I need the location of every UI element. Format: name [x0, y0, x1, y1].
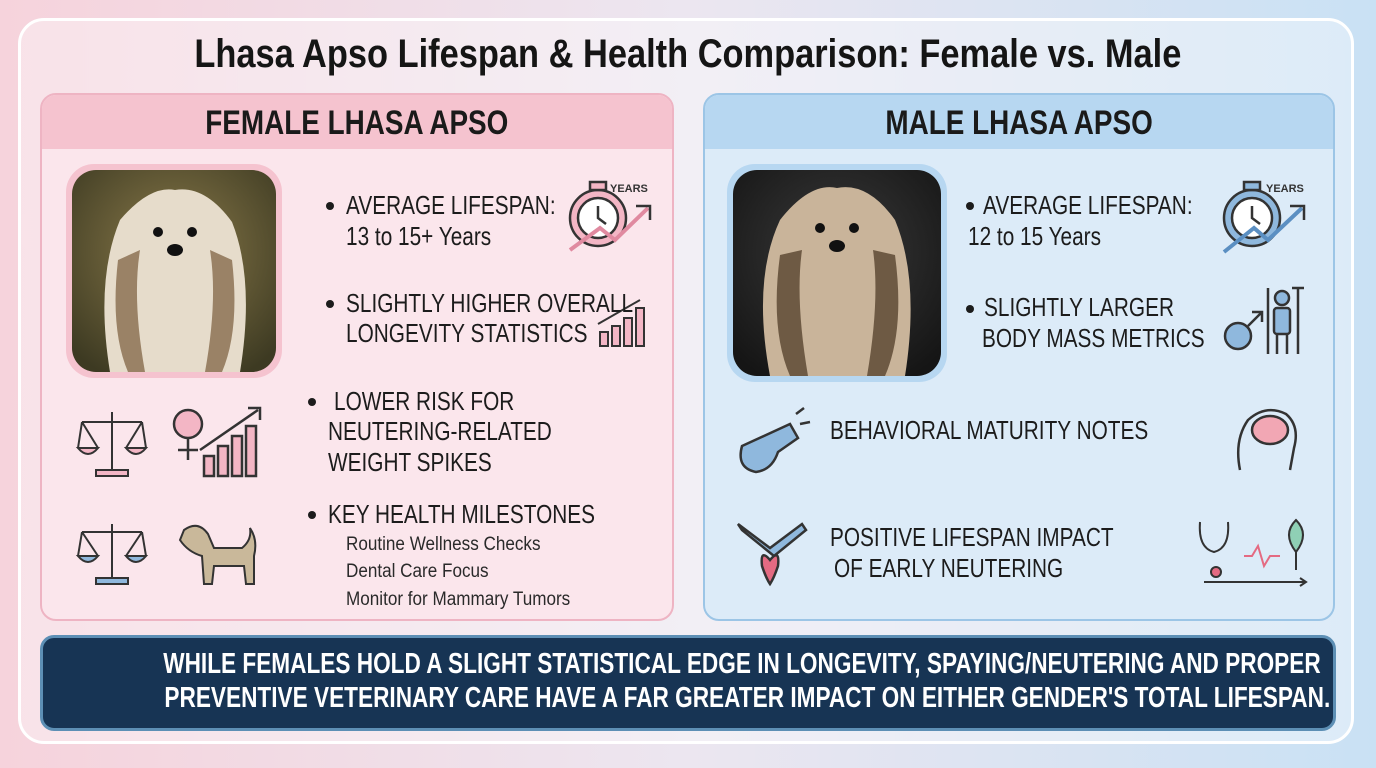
- icon-label: YEARS: [1266, 183, 1304, 195]
- text: POSITIVE LIFESPAN IMPACT: [830, 522, 1114, 552]
- male-heading: MALE LHASA APSO: [705, 95, 1333, 149]
- summary-text: PREVENTIVE VETERINARY CARE HAVE A FAR GR…: [164, 682, 1331, 714]
- brain-icon: [1237, 408, 1297, 471]
- list-item: Monitor for Mammary Tumors: [346, 589, 571, 610]
- title-text: Lhasa Apso Lifespan & Health Comparison:…: [194, 32, 1182, 76]
- female-panel: FEMALE LHASA APSO: [40, 93, 674, 621]
- text: SLIGHTLY LARGER: [984, 292, 1174, 322]
- bullet: [308, 511, 316, 519]
- neuter-icon: [736, 522, 808, 587]
- text: KEY HEALTH MILESTONES: [328, 499, 596, 529]
- male-photo: [727, 164, 947, 382]
- heading-text: FEMALE LHASA APSO: [205, 104, 509, 142]
- icon-label: YEARS: [610, 183, 648, 195]
- text: AVERAGE LIFESPAN:: [346, 190, 556, 220]
- text: BODY MASS METRICS: [982, 323, 1205, 353]
- text: NEUTERING-RELATED: [328, 416, 552, 446]
- bullet: [966, 202, 974, 210]
- text: LONGEVITY STATISTICS: [346, 318, 588, 348]
- male-body-icon: [1223, 286, 1304, 354]
- stopwatch-icon: [568, 180, 652, 252]
- bullet: [308, 398, 316, 406]
- text: AVERAGE LIFESPAN:: [983, 190, 1193, 220]
- text: 12 to 15 Years: [968, 221, 1102, 251]
- text: BEHAVIORAL MATURITY NOTES: [830, 415, 1149, 445]
- dog-icon: [178, 524, 257, 585]
- summary-text: WHILE FEMALES HOLD A SLIGHT STATISTICAL …: [163, 648, 1321, 680]
- list-item: Dental Care Focus: [346, 561, 489, 582]
- text: SLIGHTLY HIGHER OVERALL: [346, 288, 634, 318]
- heading-text: MALE LHASA APSO: [885, 104, 1153, 142]
- stopwatch-icon: [1222, 180, 1306, 254]
- bullet: [326, 202, 334, 210]
- female-photo: [66, 164, 282, 378]
- list-item: Routine Wellness Checks: [346, 534, 541, 555]
- growth-icon: [597, 299, 645, 347]
- summary-line: PREVENTIVE VETERINARY CARE HAVE A FAR GR…: [0, 682, 1376, 715]
- scale-icon: [75, 524, 149, 585]
- text: OF EARLY NEUTERING: [834, 553, 1064, 583]
- female-symbol-icon: [172, 406, 262, 478]
- summary-line: WHILE FEMALES HOLD A SLIGHT STATISTICAL …: [0, 648, 1376, 681]
- bullet: [966, 305, 974, 313]
- text: WEIGHT SPIKES: [328, 447, 492, 477]
- text: 13 to 15+ Years: [346, 221, 492, 251]
- scale-icon: [75, 412, 149, 477]
- female-heading: FEMALE LHASA APSO: [42, 95, 672, 149]
- title: Lhasa Apso Lifespan & Health Comparison:…: [0, 32, 1376, 77]
- text: LOWER RISK FOR: [334, 386, 515, 416]
- bullet: [326, 300, 334, 308]
- health-icon: [1198, 518, 1308, 587]
- summary-banner: [40, 635, 1336, 731]
- whistle-icon: [739, 407, 811, 474]
